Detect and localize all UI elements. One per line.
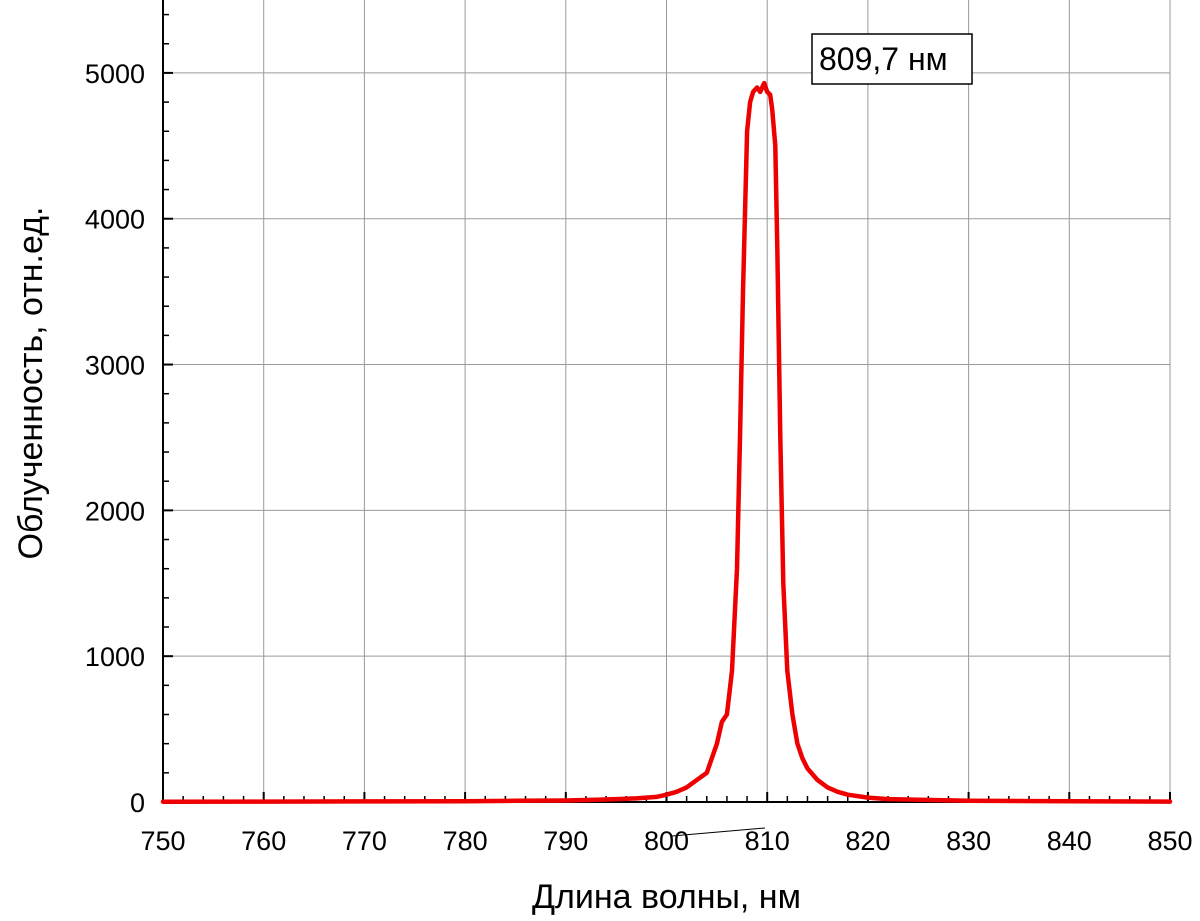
y-tick-label: 4000 [85, 205, 145, 235]
x-tick-label: 770 [342, 826, 387, 856]
y-tick-label: 3000 [85, 351, 145, 381]
y-axis-title: Облученность, отн.ед. [12, 207, 50, 560]
x-tick-label: 850 [1147, 826, 1192, 856]
x-tick-label: 760 [241, 826, 286, 856]
x-tick-label: 780 [443, 826, 488, 856]
x-axis-title: Длина волны, нм [532, 878, 801, 916]
y-tick-label: 5000 [85, 59, 145, 89]
spectrum-line [160, 80, 1173, 804]
x-tick-label: 800 [644, 826, 689, 856]
peak-annotation-box [811, 33, 973, 85]
x-tick-label: 750 [140, 826, 185, 856]
x-tick-label: 840 [1047, 826, 1092, 856]
y-tick-label: 0 [130, 788, 145, 818]
grid [163, 0, 1171, 802]
x-tick-label: 790 [543, 826, 588, 856]
y-tick-label: 2000 [85, 496, 145, 526]
x-tick-labels: 750 760 770 780 790 800 810 820 830 840 850 [140, 826, 1192, 856]
annotation-leader-line [671, 827, 766, 837]
peak-annotation-text: 809,7 нм [819, 41, 948, 77]
x-tick-label: 830 [946, 826, 991, 856]
x-tick-label: 810 [745, 826, 790, 856]
y-tick-labels: 0 1000 2000 3000 4000 5000 [85, 59, 145, 818]
x-tick-label: 820 [845, 826, 890, 856]
y-tick-label: 1000 [85, 642, 145, 672]
